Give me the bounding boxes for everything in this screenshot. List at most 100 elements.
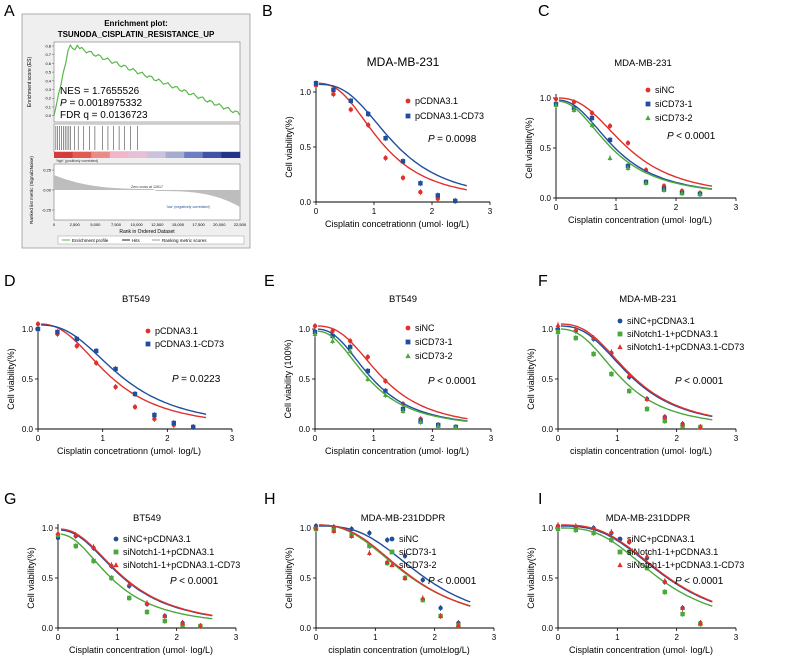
x-tick-label: 2: [430, 434, 435, 443]
data-point: [680, 611, 685, 617]
data-point: [152, 416, 157, 422]
legend-marker: [645, 115, 651, 121]
legend-label: siNotch1-1+pCDNA3.1-CD73: [627, 342, 744, 352]
legend-marker: [389, 549, 395, 555]
p-number: < 0.0001: [684, 376, 724, 387]
x-axis-label: cisplatin concentration (umol±log/L): [328, 645, 470, 655]
data-point: [382, 392, 388, 397]
data-point: [171, 420, 176, 426]
x-tick-label: 3: [734, 434, 739, 443]
legend-marker: [645, 101, 651, 107]
legend-label: pCDNA3.1: [415, 96, 458, 106]
x-tick-label: 0: [556, 633, 561, 642]
data-point: [74, 343, 80, 349]
x-axis-label: Cisplatin concetrationn (umol· log/L): [57, 446, 201, 456]
p-number: < 0.0001: [179, 576, 219, 587]
data-point: [435, 196, 440, 201]
panel-e: E BT549 0 1 2 3 0.0 0.5 1.0 Cisplatin concentrati…: [264, 273, 494, 456]
panel-letter: I: [538, 491, 542, 508]
legend-marker: [405, 353, 411, 359]
data-point: [609, 537, 614, 543]
data-point: [152, 412, 157, 418]
data-point: [113, 384, 118, 390]
data-point: [697, 191, 703, 196]
legend-marker: [113, 536, 119, 542]
y-tick-label: 1.0: [22, 325, 34, 334]
x-tick-label: 2: [165, 434, 170, 443]
series-points-2: [313, 80, 458, 204]
data-point: [661, 187, 667, 192]
gradient-segment: [147, 152, 166, 158]
gradient-segment: [91, 152, 111, 158]
p-value: P < 0.0001: [675, 576, 724, 587]
series-points-2: [35, 326, 196, 430]
x-tick-label: 3: [492, 633, 497, 642]
chart-title: MDA-MB-231DDPR: [606, 513, 691, 524]
gsea-x-tick-label: 5,000: [90, 222, 101, 227]
panel-letter: E: [264, 273, 275, 290]
es-tick-label: 0.6: [45, 61, 51, 66]
data-point: [162, 613, 168, 618]
x-tick-label: 3: [234, 633, 239, 642]
x-tick-label: 0: [556, 434, 561, 443]
es-tick-label: 0.8: [45, 44, 51, 49]
ranking-metric-scores: [54, 175, 240, 207]
data-point: [402, 575, 408, 580]
fit-curve-1: [558, 97, 713, 187]
data-point: [312, 331, 318, 336]
legend-label: siCD73-2: [655, 113, 693, 123]
gradient-segment: [72, 152, 92, 158]
gsea-x-tick-label: 15,000: [172, 222, 185, 227]
data-point: [365, 354, 370, 360]
data-point: [573, 523, 579, 528]
x-tick-label: 3: [734, 203, 739, 212]
data-point: [571, 99, 577, 105]
data-point: [312, 323, 318, 329]
data-point: [553, 102, 559, 107]
rank-gradient-bar: [54, 152, 241, 158]
gsea-neg-label: 'low' (negatively correlated): [166, 205, 209, 209]
chart-title: BT549: [133, 513, 161, 524]
gsea-x-tick-label: 7,500: [111, 222, 122, 227]
fit-curve-1: [560, 325, 713, 418]
legend-label: siNC+pCDNA3.1: [627, 316, 695, 326]
data-point: [35, 321, 41, 327]
legend-label: siNotch1-1+pCDNA3.1-CD73: [627, 560, 744, 570]
data-point: [555, 522, 561, 527]
data-point: [453, 424, 459, 429]
x-tick-label: 1: [615, 434, 620, 443]
data-point: [589, 122, 595, 127]
y-tick-label: 1.0: [540, 94, 552, 103]
legend-marker: [405, 113, 411, 119]
data-point: [644, 406, 650, 412]
gsea-panel: A Enrichment plot: TSUNODA_CISPLATIN_RES…: [4, 3, 251, 249]
fit-curve-3: [561, 524, 713, 603]
y-tick-label: 0.0: [300, 624, 312, 633]
legend-marker: [645, 87, 651, 93]
y-tick-label: 1.0: [542, 325, 554, 334]
data-point: [383, 378, 388, 384]
p-symbol: P: [428, 134, 437, 145]
data-point: [349, 533, 355, 538]
data-point: [384, 559, 390, 564]
data-point: [126, 581, 132, 586]
legend-label: siCD73-2: [399, 560, 437, 570]
data-point: [418, 181, 423, 186]
es-tick-label: 0.2: [45, 96, 51, 101]
data-point: [607, 155, 613, 160]
fit-curve-3: [319, 524, 471, 607]
panel-h: H MDA-MB-231DDPR 0 1 2 3 0.0 0.5 1.0 cisplatin co…: [264, 491, 497, 655]
x-tick-label: 2: [674, 434, 679, 443]
y-tick-label: 0.5: [542, 574, 554, 583]
fit-curve-3: [317, 330, 468, 422]
x-axis-label: cisplatin concentration (umol· log/L): [570, 446, 712, 456]
data-point: [55, 329, 60, 335]
data-point: [589, 110, 595, 116]
data-point: [400, 159, 406, 164]
data-point: [113, 366, 118, 372]
data-point: [331, 87, 336, 92]
fit-curve-1: [319, 525, 471, 603]
legend-label: siCD73-1: [399, 547, 437, 557]
es-ylabel: Enrichment score (ES): [27, 57, 33, 108]
y-tick-label: 1.0: [542, 524, 554, 533]
